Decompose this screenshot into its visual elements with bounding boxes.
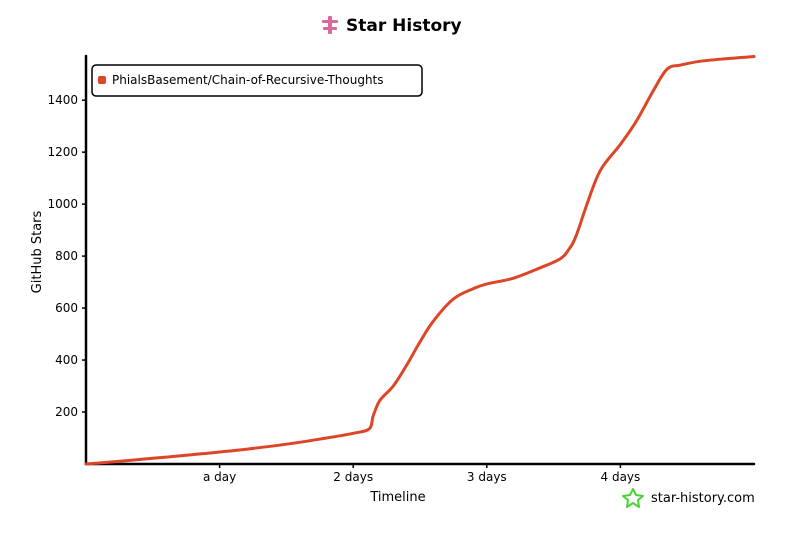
chart-title: Star History (346, 16, 462, 36)
star-history-logo-icon (322, 16, 338, 34)
y-tick-label: 1000 (47, 197, 78, 211)
legend-swatch (98, 76, 106, 84)
legend-series-label: PhialsBasement/Chain-of-Recursive-Though… (112, 73, 384, 87)
x-tick-label: 3 days (467, 470, 507, 484)
y-tick-label: 800 (55, 249, 78, 263)
x-tick-label: 4 days (601, 470, 641, 484)
legend-box (91, 64, 423, 97)
y-axis-ticks: 200 400 600 800 1000 1200 1400 (47, 93, 86, 419)
y-tick-label: 200 (55, 405, 78, 419)
series-line (84, 55, 756, 466)
star-outline-icon (622, 488, 644, 508)
y-tick-label: 1200 (47, 145, 78, 159)
x-tick-label: 2 days (333, 470, 373, 484)
axes (84, 54, 756, 466)
series-group (84, 55, 756, 466)
x-tick-label: a day (203, 470, 236, 484)
y-tick-label: 600 (55, 301, 78, 315)
y-tick-label: 1400 (47, 93, 78, 107)
x-axis-label: Timeline (369, 490, 425, 505)
x-axis-ticks: a day 2 days 3 days 4 days (203, 464, 640, 484)
chart-header: Star History (322, 16, 462, 36)
legend: PhialsBasement/Chain-of-Recursive-Though… (91, 64, 423, 97)
watermark: star-history.com (622, 488, 755, 508)
watermark-text: star-history.com (651, 491, 755, 506)
y-axis-label: GitHub Stars (30, 210, 45, 293)
y-tick-label: 400 (55, 353, 78, 367)
